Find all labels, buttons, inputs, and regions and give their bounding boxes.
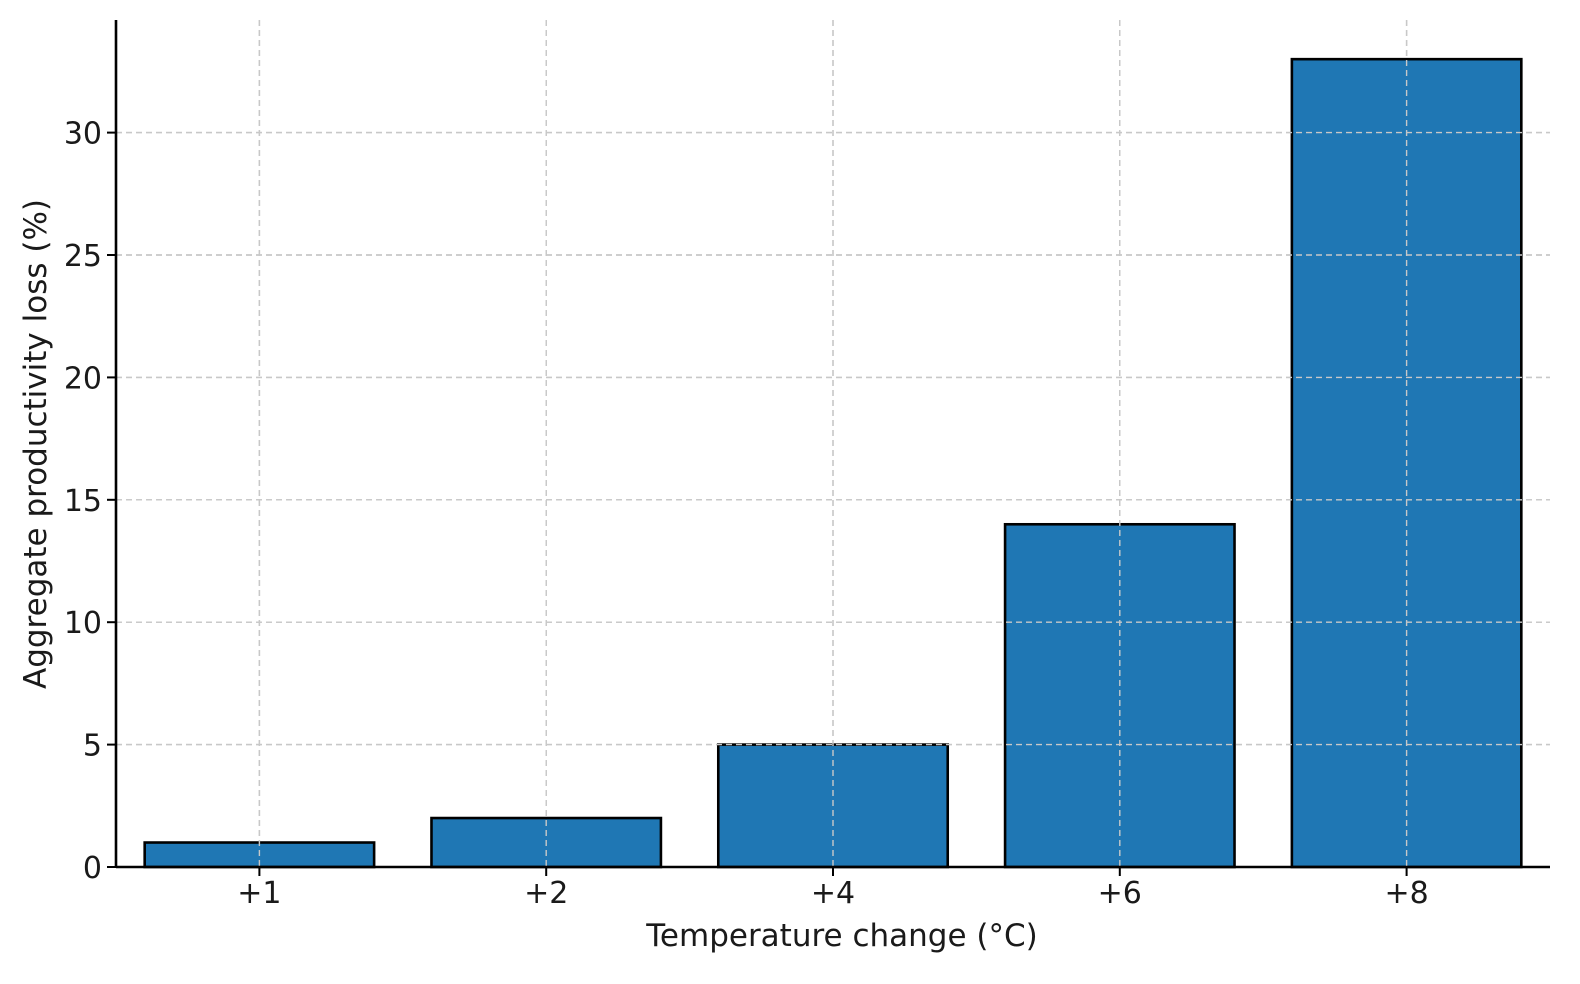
y-axis-title: Aggregate productivity loss (%) bbox=[18, 199, 54, 689]
x-tick-label: +4 bbox=[811, 876, 855, 911]
x-tick-label: +1 bbox=[237, 876, 281, 911]
y-tick-label: 30 bbox=[64, 117, 102, 152]
x-tick-label: +2 bbox=[524, 876, 568, 911]
y-tick-label: 25 bbox=[64, 239, 102, 274]
tick-labels: 0 5 10 15 20 25 30 +1 +2 +4 +6 +8 bbox=[64, 117, 1429, 911]
x-tick-label: +8 bbox=[1384, 876, 1428, 911]
x-axis-title: Temperature change (°C) bbox=[645, 918, 1038, 954]
x-tick-label: +6 bbox=[1098, 876, 1142, 911]
y-tick-label: 20 bbox=[64, 361, 102, 396]
bars bbox=[116, 20, 1550, 869]
axes bbox=[107, 20, 1550, 876]
y-tick-label: 10 bbox=[64, 606, 102, 641]
y-tick-label: 5 bbox=[83, 729, 102, 764]
y-tick-label: 15 bbox=[64, 484, 102, 519]
y-tick-label: 0 bbox=[83, 851, 102, 886]
